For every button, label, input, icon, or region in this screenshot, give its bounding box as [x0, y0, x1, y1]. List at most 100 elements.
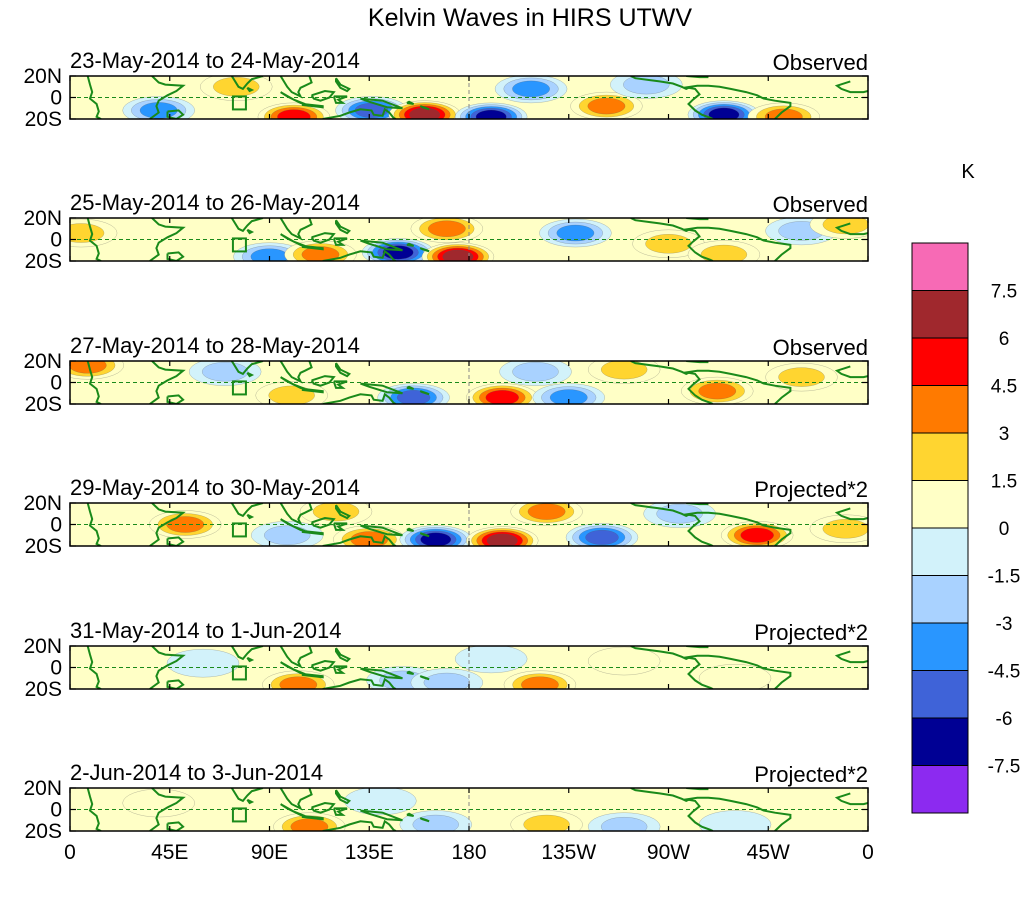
- coastline: [280, 518, 306, 532]
- anomaly-contour: [778, 367, 825, 387]
- anomaly-contour: [475, 109, 507, 119]
- colorbar-level-label: -7.5: [988, 757, 1021, 778]
- x-tick-label: 135E: [345, 841, 394, 864]
- coastline: [360, 809, 403, 822]
- coastline: [332, 95, 348, 104]
- anomaly-contour: [485, 390, 519, 404]
- colorbar-swatch: [911, 385, 969, 434]
- anomaly-contour: [700, 244, 748, 261]
- coastline: [834, 222, 868, 236]
- coastline: [280, 376, 306, 390]
- coastline: [683, 369, 792, 404]
- anomaly-center: [466, 383, 539, 404]
- anomaly-center: [687, 100, 761, 119]
- x-tick-label: 0: [862, 841, 874, 864]
- anomaly-center: [273, 812, 346, 831]
- anomaly-center: [587, 646, 661, 676]
- anomaly-center: [410, 218, 484, 243]
- colorbar-swatch: [911, 765, 969, 814]
- coastline: [246, 656, 255, 663]
- anomaly-field: [122, 76, 820, 119]
- coastline: [834, 80, 868, 94]
- coastline: [332, 237, 348, 246]
- colorbar-swatch: [911, 290, 969, 339]
- region-box: [231, 95, 247, 111]
- x-tick-label: 45E: [151, 841, 188, 864]
- y-tick-label: 0: [50, 87, 62, 110]
- coastline: [406, 385, 415, 390]
- anomaly-center: [532, 383, 605, 404]
- x-tick-label: 90E: [251, 841, 288, 864]
- y-tick-label: 20N: [23, 65, 62, 88]
- coastline: [687, 371, 714, 404]
- y-tick-label: 0: [50, 372, 62, 395]
- coastline: [683, 511, 792, 546]
- panel-label: Observed: [773, 50, 868, 75]
- region-box: [231, 522, 247, 538]
- region-box: [231, 237, 247, 253]
- colorbar-swatch: [911, 480, 969, 529]
- anomaly-contour: [600, 817, 648, 831]
- anomaly-contour: [585, 529, 619, 545]
- anomaly-center: [410, 668, 484, 689]
- coastline: [335, 362, 352, 378]
- x-tick-label: 90W: [647, 841, 690, 864]
- coastline: [149, 218, 186, 261]
- colorbar-swatch: [911, 622, 969, 671]
- x-tick-label: 45W: [747, 841, 790, 864]
- coastline: [834, 365, 868, 379]
- anomaly-center: [698, 810, 772, 831]
- coastline: [419, 817, 430, 823]
- coastline: [335, 219, 352, 235]
- coastline: [687, 86, 714, 119]
- coastlines: [86, 76, 868, 119]
- anomaly-contour: [122, 788, 195, 818]
- anomaly-contour: [70, 361, 107, 374]
- y-tick-label: 20N: [23, 350, 62, 373]
- colorbar-level-label: 0: [999, 519, 1010, 540]
- coastline: [149, 646, 186, 689]
- anomaly-center: [510, 503, 583, 526]
- coastline: [230, 646, 264, 661]
- coastline: [406, 527, 415, 532]
- x-tick-label: 180: [451, 841, 486, 864]
- coastline: [335, 504, 352, 520]
- y-tick-label: 20N: [23, 492, 62, 515]
- coastline: [683, 84, 792, 119]
- anomaly-center: [454, 102, 528, 119]
- colorbar-level-label: 1.5: [991, 472, 1017, 493]
- coastline: [335, 647, 352, 663]
- anomaly-contour: [301, 246, 340, 261]
- anomaly-center: [377, 383, 450, 404]
- colorbar-level-label: 4.5: [991, 377, 1017, 398]
- y-tick-label: 20N: [23, 777, 62, 800]
- anomaly-contour: [822, 519, 868, 539]
- y-tick-label: 0: [50, 229, 62, 252]
- coastline: [230, 503, 264, 518]
- anomaly-contour: [166, 649, 240, 678]
- anomaly-contour: [344, 788, 417, 816]
- anomaly-contour: [549, 389, 588, 404]
- anomaly-contour: [427, 220, 466, 237]
- coastline: [322, 107, 397, 119]
- coastline: [279, 646, 313, 669]
- coastline: [360, 667, 403, 680]
- coastline: [419, 390, 430, 396]
- anomaly-contour: [442, 249, 474, 261]
- coastline: [687, 798, 714, 831]
- coastline: [419, 247, 430, 253]
- anomaly-center: [539, 218, 612, 248]
- coastline: [166, 536, 185, 546]
- colorbar-level-label: 3: [999, 424, 1010, 445]
- anomaly-center: [587, 812, 661, 831]
- coastline: [834, 507, 868, 521]
- coastline: [683, 226, 792, 261]
- anomaly-contour: [698, 664, 772, 689]
- anomaly-contour: [512, 80, 550, 98]
- coastline: [246, 513, 255, 520]
- coastline: [279, 218, 313, 241]
- panel-date: 25-May-2014 to 26-May-2014: [70, 190, 360, 215]
